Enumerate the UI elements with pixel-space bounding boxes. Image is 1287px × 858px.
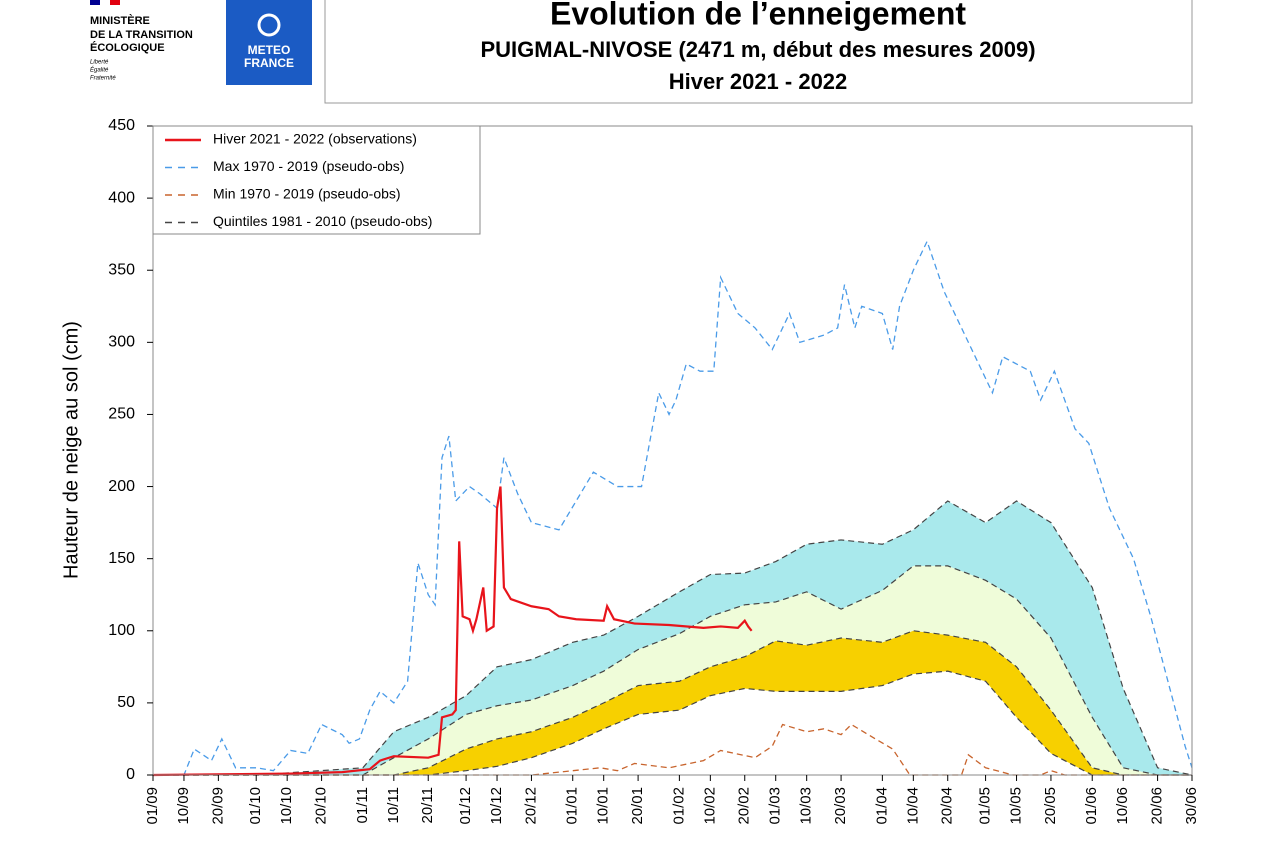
quintile-band — [153, 630, 1192, 775]
legend: Hiver 2021 - 2022 (observations) Max 1970… — [152, 125, 481, 235]
x-tick-label: 10/02 — [701, 787, 718, 825]
x-tick-label: 20/12 — [522, 787, 539, 825]
legend-label: Max 1970 - 2019 (pseudo-obs) — [213, 158, 404, 174]
flag-red — [110, 0, 120, 5]
x-tick-label: 20/06 — [1149, 787, 1166, 825]
x-tick-label: 10/10 — [278, 787, 295, 825]
quintile-band — [153, 565, 1192, 775]
x-tick-label: 20/09 — [209, 787, 226, 825]
x-tick-label: 10/11 — [385, 787, 402, 823]
y-axis-label: Hauteur de neige au sol (cm) — [60, 321, 82, 579]
legend-box — [152, 125, 481, 235]
ministry-line: ÉCOLOGIQUE — [90, 41, 165, 54]
y-tick-label: 250 — [108, 406, 135, 423]
x-tick-label: 20/01 — [629, 787, 646, 825]
x-tick-label: 20/03 — [832, 787, 849, 825]
x-tick-label: 01/03 — [767, 787, 784, 825]
y-tick-label: 100 — [108, 622, 135, 639]
title-box — [324, 0, 1193, 104]
ministry-line: DE LA TRANSITION — [90, 29, 193, 41]
quintile-line — [153, 670, 1192, 776]
x-tick-label: 20/11 — [419, 787, 436, 823]
y-tick-label: 350 — [108, 261, 135, 278]
x-tick-label: 01/05 — [977, 787, 994, 825]
x-tick-label: 10/01 — [595, 787, 612, 825]
y-tick-label: 50 — [117, 694, 135, 711]
plot-frame — [152, 125, 1193, 776]
y-tick-label: 150 — [108, 550, 135, 567]
quintile-line — [153, 565, 1192, 776]
ministry-line: MINISTÈRE — [90, 14, 150, 27]
x-tick-label: 01/11 — [354, 787, 371, 823]
x-tick-label: 01/06 — [1083, 787, 1100, 825]
quintile-line — [153, 500, 1193, 776]
meteo-text: METEO — [248, 43, 291, 57]
x-tick-label: 10/05 — [1008, 787, 1025, 825]
header: MINISTÈRE DE LA TRANSITION ÉCOLOGIQUE Li… — [90, 0, 1193, 104]
legend-label: Min 1970 - 2019 (pseudo-obs) — [213, 186, 401, 202]
motto: Égalité — [90, 67, 109, 74]
season: Hiver 2021 - 2022 — [669, 69, 848, 94]
x-tick-label: 01/12 — [457, 787, 474, 825]
x-tick-label: 10/03 — [798, 787, 815, 825]
chart-subtitle: PUIGMAL-NIVOSE (2471 m, début des mesure… — [480, 37, 1035, 62]
y-tick-label: 450 — [108, 117, 135, 134]
x-tick-label: 10/09 — [175, 787, 192, 825]
series-line — [152, 486, 753, 777]
y-tick-label: 300 — [108, 334, 135, 351]
legend-label: Quintiles 1981 - 2010 (pseudo-obs) — [213, 213, 432, 229]
x-tick-label: 20/02 — [736, 787, 753, 825]
series-line — [153, 723, 1192, 776]
x-tick-label: 01/04 — [873, 787, 890, 825]
motto: Fraternité — [90, 76, 116, 82]
x-tick-label: 01/09 — [144, 787, 161, 825]
flag-blue — [90, 0, 100, 5]
legend-label: Hiver 2021 - 2022 (observations) — [213, 131, 417, 147]
chart-title: Evolution de l’enneigement — [550, 0, 966, 31]
x-tick-label: 10/12 — [488, 787, 505, 825]
x-tick-label: 20/10 — [313, 787, 330, 825]
x-tick-label: 30/06 — [1183, 787, 1200, 825]
x-tick-label: 10/06 — [1114, 787, 1131, 825]
x-tick-label: 01/01 — [564, 787, 581, 825]
meteo-text: FRANCE — [244, 56, 294, 70]
flag-white — [100, 0, 110, 5]
quintile-line — [153, 630, 1192, 776]
y-tick-label: 0 — [126, 766, 135, 783]
x-tick-label: 20/04 — [939, 787, 956, 825]
x-tick-label: 20/05 — [1042, 787, 1059, 825]
x-tick-label: 01/02 — [670, 787, 687, 825]
x-tick-label: 10/04 — [904, 787, 921, 825]
motto: Liberté — [90, 60, 109, 66]
y-tick-label: 200 — [108, 478, 135, 495]
y-tick-label: 400 — [108, 189, 135, 206]
meteo-icon — [257, 13, 281, 37]
x-tick-label: 01/10 — [247, 787, 264, 825]
